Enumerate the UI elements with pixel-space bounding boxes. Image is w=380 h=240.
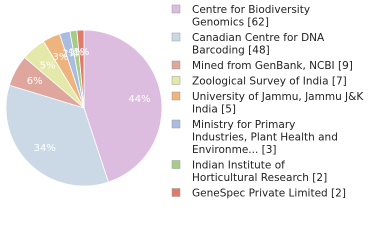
slice-label: 1% <box>68 47 84 58</box>
legend-label: Ministry for Primary <box>192 119 295 131</box>
legend-swatch <box>171 91 181 101</box>
legend-swatch <box>171 60 181 70</box>
legend-swatch <box>171 76 181 85</box>
pie-slice <box>83 29 163 183</box>
legend-label: Mined from GenBank, NCBI [9] <box>192 60 353 72</box>
slice-label: 3% <box>53 52 69 63</box>
legend-swatch <box>171 32 181 42</box>
legend-label: Centre for Biodiversity <box>192 4 310 16</box>
legend-label: Barcoding [48] <box>192 45 270 57</box>
slice-label: 5% <box>40 60 56 71</box>
legend-label: Horticultural Research [2] <box>192 172 327 184</box>
legend-label: University of Jammu, Jammu J&K <box>192 91 364 103</box>
slice-label: 44% <box>128 94 150 105</box>
legend-swatch <box>171 119 181 129</box>
pie-slice <box>5 84 109 187</box>
legend-label: Genomics [62] <box>192 17 269 29</box>
slice-label: 2% <box>62 49 78 60</box>
legend-label: Zoological Survey of India [7] <box>192 76 347 88</box>
legend-swatch <box>171 188 181 197</box>
slice-label: 6% <box>27 76 43 87</box>
pie-slice <box>76 29 85 109</box>
legend-label: Environme... [3] <box>192 144 277 156</box>
legend-label: Industries, Plant Health and <box>192 132 338 144</box>
legend-label: Canadian Centre for DNA <box>192 32 325 44</box>
slice-label: 1% <box>74 47 90 58</box>
legend-label: GeneSpec Private Limited [2] <box>192 188 346 200</box>
legend-label: India [5] <box>192 104 236 116</box>
legend-swatch <box>171 160 181 169</box>
slice-label: 34% <box>34 143 56 154</box>
legend-label: Indian Institute of <box>192 160 285 172</box>
legend-swatch <box>171 4 181 14</box>
